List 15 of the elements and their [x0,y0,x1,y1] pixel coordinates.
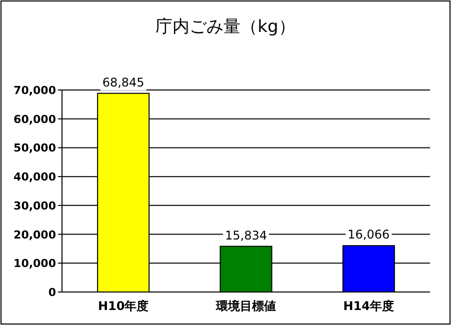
y-tick-label: 20,000 [14,228,56,242]
y-tick-label: 10,000 [14,257,56,270]
y-tick-label: 0 [48,286,56,299]
y-tick-label: 40,000 [14,170,56,184]
data-label: 15,834 [225,228,267,242]
data-label: 68,845 [102,75,144,90]
y-tick-label: 60,000 [14,112,56,126]
data-label: 16,066 [348,228,390,242]
y-tick-label: 50,000 [14,142,56,155]
chart-title: 庁内ごみ量（kg） [156,17,296,37]
y-tick-label: 30,000 [14,199,56,212]
x-tick-label: H14年度 [343,299,394,313]
x-tick-label: H10年度 [98,299,149,313]
x-tick-label: 環境目標値 [215,299,276,313]
y-tick-label: 70,000 [14,84,56,97]
